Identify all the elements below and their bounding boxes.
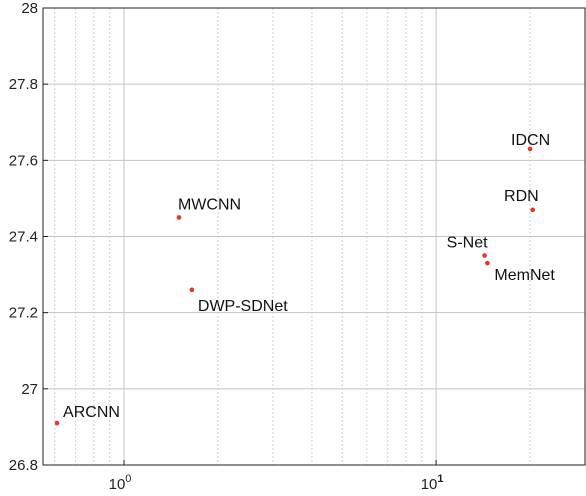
y-tick-label: 27.2 — [9, 305, 38, 322]
y-tick-label: 27 — [21, 381, 38, 398]
data-points: ARCNN MWCNN DWP-SDNet IDCN RDN S-Net MemNet — [54, 132, 555, 426]
data-point — [54, 420, 60, 426]
y-tick-label: 28 — [21, 0, 38, 17]
data-point-label: DWP-SDNet — [198, 298, 288, 315]
data-point-label: MWCNN — [178, 196, 241, 213]
data-point-label: S-Net — [447, 235, 488, 252]
data-point-label: RDN — [504, 188, 539, 205]
y-tick-label: 27.6 — [9, 152, 38, 169]
data-point-label: MemNet — [494, 267, 555, 284]
data-point-label: IDCN — [511, 132, 550, 149]
y-tick-label: 27.4 — [9, 229, 38, 246]
data-point — [189, 287, 195, 293]
data-point — [530, 207, 536, 213]
x-axis-ticks: 100 101 — [109, 460, 444, 493]
y-axis-ticks: 26.8 27 27.2 27.4 27.6 27.8 28 — [9, 0, 48, 474]
x-tick-label: 101 — [421, 473, 444, 493]
data-point — [527, 146, 533, 152]
x-tick-label: 100 — [109, 473, 132, 493]
data-point — [176, 215, 182, 220]
data-point — [482, 253, 487, 258]
y-tick-label: 27.8 — [9, 76, 38, 93]
data-point — [485, 260, 490, 266]
y-tick-label: 26.8 — [9, 457, 38, 474]
data-point-label: ARCNN — [63, 404, 120, 421]
